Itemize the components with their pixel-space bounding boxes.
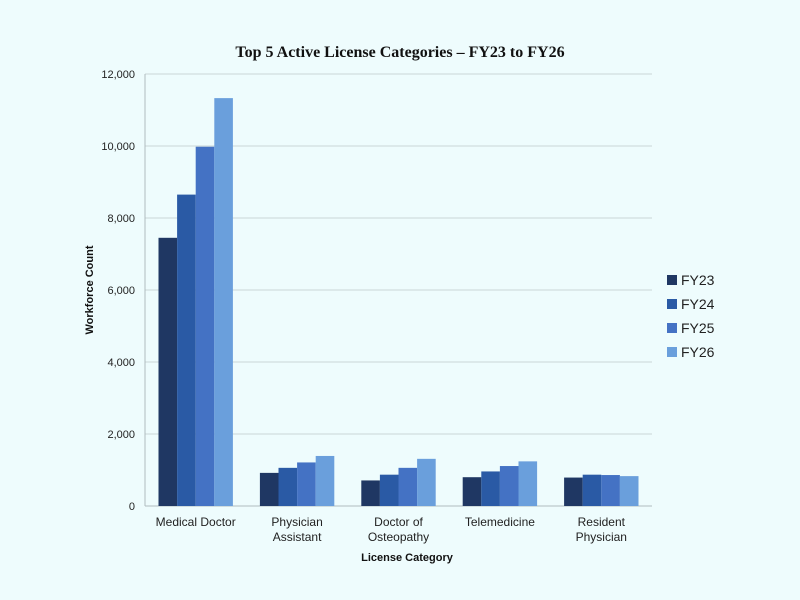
bar <box>361 480 380 506</box>
legend-label: FY25 <box>681 320 715 336</box>
x-tick-label-line: Osteopathy <box>368 530 429 544</box>
y-tick-label: 8,000 <box>107 213 135 225</box>
bar <box>518 461 538 506</box>
y-axis-ticks: 0 2,000 4,000 6,000 8,000 10,000 12,000 <box>101 69 135 513</box>
bar <box>315 455 335 506</box>
x-tick-label: Resident Physician <box>576 515 627 544</box>
bar <box>398 467 418 506</box>
bar <box>499 466 519 506</box>
bar <box>297 462 316 506</box>
y-tick-label: 10,000 <box>101 141 135 153</box>
y-tick-label: 2,000 <box>107 429 135 441</box>
y-tick-label: 12,000 <box>101 69 135 81</box>
bar <box>278 467 298 506</box>
y-tick-label: 6,000 <box>107 285 135 297</box>
y-tick-label: 0 <box>129 501 135 513</box>
x-tick-label-line: Physician <box>576 530 627 544</box>
bars <box>158 98 639 507</box>
x-tick-label: Doctor of Osteopathy <box>368 515 429 544</box>
bar <box>379 474 399 506</box>
x-tick-label: Medical Doctor <box>156 515 236 529</box>
x-tick-label-line: Telemedicine <box>465 515 535 529</box>
legend-label: FY24 <box>681 296 715 312</box>
bar <box>564 477 583 506</box>
bar <box>214 98 233 507</box>
x-tick-label-line: Medical Doctor <box>156 515 236 529</box>
bar <box>619 476 639 506</box>
bar <box>481 471 500 506</box>
bar <box>177 194 196 506</box>
bar <box>582 474 602 506</box>
bar <box>259 472 279 506</box>
legend-label: FY23 <box>681 272 715 288</box>
x-axis-label: License Category <box>361 552 454 564</box>
y-tick-label: 4,000 <box>107 357 135 369</box>
bar <box>601 475 620 506</box>
bar <box>158 237 178 507</box>
x-tick-label-line: Resident <box>578 515 626 529</box>
y-axis-label: Workforce Count <box>84 245 96 334</box>
x-tick-label: Physician Assistant <box>271 515 322 544</box>
x-tick-label-line: Assistant <box>273 530 322 544</box>
x-tick-label-line: Doctor of <box>374 515 423 529</box>
legend-swatch <box>667 299 677 309</box>
bar <box>462 477 482 506</box>
legend-swatch <box>667 275 677 285</box>
bar <box>195 146 215 506</box>
legend: FY23 FY24 FY25 FY26 <box>667 272 715 360</box>
legend-swatch <box>667 347 677 357</box>
x-tick-label-line: Physician <box>271 515 322 529</box>
legend-label: FY26 <box>681 344 715 360</box>
bar <box>417 458 436 506</box>
legend-swatch <box>667 323 677 333</box>
chart-title: Top 5 Active License Categories – FY23 t… <box>235 44 564 61</box>
x-tick-label: Telemedicine <box>465 515 535 529</box>
